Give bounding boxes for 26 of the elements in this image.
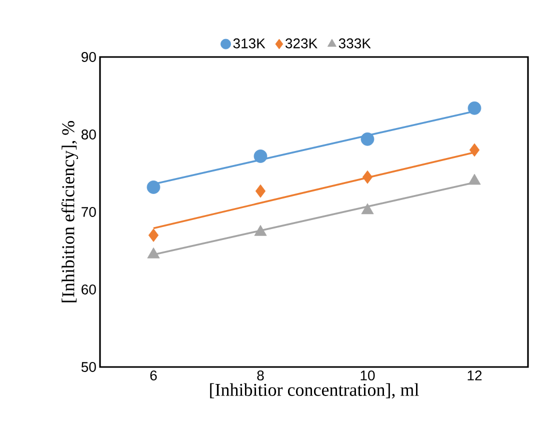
point [255,184,266,198]
point [469,143,480,157]
point [360,132,374,146]
x-tick-label: 8 [257,370,264,380]
point [362,170,373,184]
point [148,228,159,242]
y-axis-title: [Inhibition efficiency], % [61,121,78,302]
point [468,174,481,185]
point [254,149,268,163]
y-tick-label: 90 [82,52,96,62]
y-tick-label: 50 [81,362,96,372]
point [146,180,160,194]
y-tick-label: 80 [82,130,96,140]
x-axis-title: [Inhibitior concentration], ml [210,383,419,399]
point [468,101,482,115]
point [147,247,160,258]
point [361,203,374,214]
legend-label: 333K [338,38,371,48]
x-tick-label: 6 [150,370,157,380]
y-tick-label: 60 [82,284,96,294]
x-tick-label: 12 [468,370,482,380]
point [254,224,267,236]
legend-label: 313K [233,38,266,48]
y-tick-label: 70 [82,207,96,217]
legend-label: 323K [285,38,318,48]
x-tick-label: 10 [360,370,375,380]
